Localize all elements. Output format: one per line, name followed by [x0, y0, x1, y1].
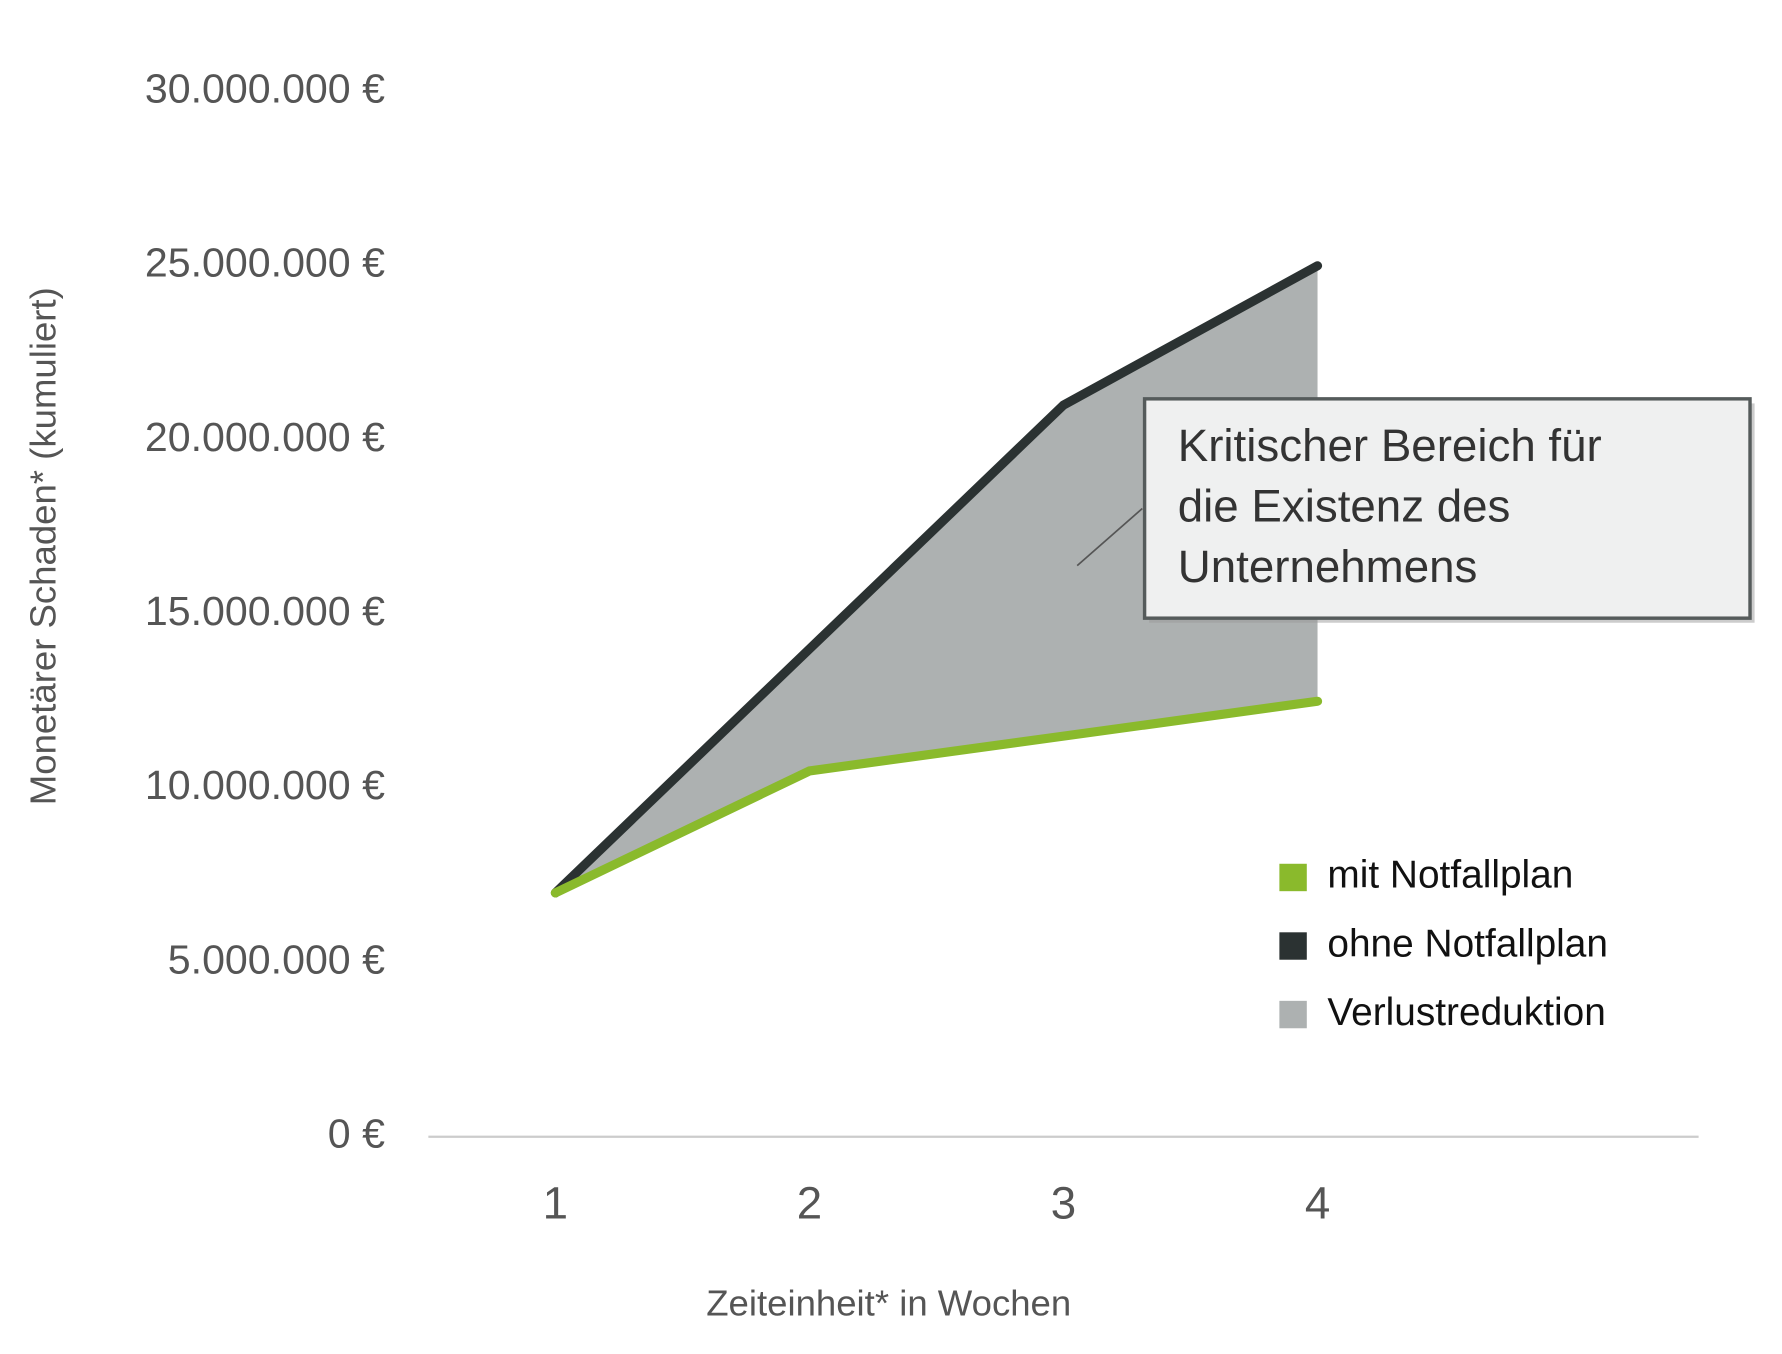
y-tick-label: 30.000.000 €	[145, 65, 385, 111]
annotation-pointer	[1076, 507, 1143, 567]
x-tick-label: 4	[1305, 1178, 1330, 1229]
y-tick-label: 15.000.000 €	[145, 588, 385, 634]
annotation-text: Kritischer Bereich für	[1178, 420, 1602, 471]
y-tick-label: 25.000.000 €	[145, 240, 385, 286]
legend-swatch	[1279, 863, 1307, 892]
y-tick-label: 0 €	[328, 1111, 385, 1157]
legend-label: ohne Notfallplan	[1327, 922, 1608, 965]
loss-band	[555, 265, 1318, 893]
x-axis-title: Zeiteinheit* in Wochen	[706, 1282, 1071, 1323]
legend-swatch	[1279, 932, 1307, 960]
y-tick-label: 10.000.000 €	[145, 762, 385, 808]
series-line	[550, 696, 1323, 898]
annotation-text: die Existenz des	[1178, 481, 1511, 532]
y-axis-title: Monetärer Schaden* (kumuliert)	[22, 287, 63, 805]
annotation-box	[1142, 397, 1752, 620]
y-tick-label: 20.000.000 €	[145, 414, 385, 460]
annotation-text: Unternehmens	[1178, 541, 1478, 592]
legend-label: Verlustreduktion	[1327, 991, 1605, 1034]
x-tick-label: 2	[797, 1178, 822, 1229]
series-line	[550, 261, 1323, 898]
x-tick-label: 3	[1051, 1178, 1076, 1229]
x-tick-label: 1	[543, 1178, 568, 1229]
legend-label: mit Notfallplan	[1327, 854, 1573, 897]
y-tick-label: 5.000.000 €	[168, 936, 385, 982]
legend-swatch	[1279, 1000, 1307, 1029]
